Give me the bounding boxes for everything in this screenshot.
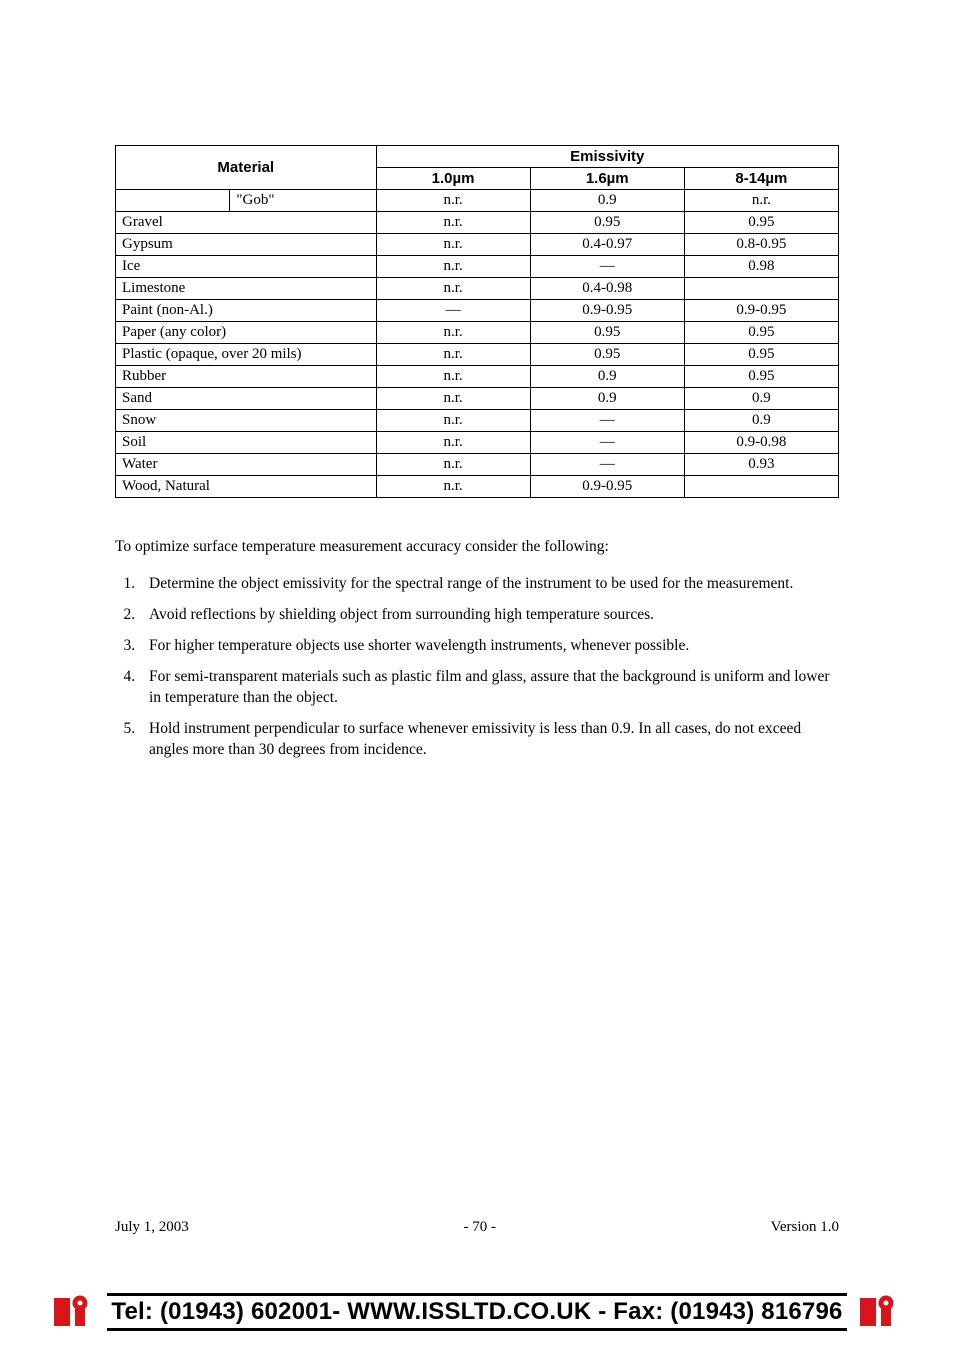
value-cell: 0.9 xyxy=(530,388,684,410)
value-cell: n.r. xyxy=(376,476,530,498)
table-row: Gypsumn.r.0.4-0.970.8-0.95 xyxy=(116,234,839,256)
value-cell: n.r. xyxy=(376,234,530,256)
table-row: Wood, Naturaln.r.0.9-0.95 xyxy=(116,476,839,498)
footer-page: - 70 - xyxy=(463,1219,496,1236)
list-item: Avoid reflections by shielding object fr… xyxy=(139,605,839,626)
table-row: Icen.r.—0.98 xyxy=(116,256,839,278)
value-cell: 0.9 xyxy=(684,410,838,432)
value-cell: n.r. xyxy=(684,190,838,212)
list-item: For higher temperature objects use short… xyxy=(139,636,839,657)
value-cell: 0.95 xyxy=(684,366,838,388)
material-cell: Gypsum xyxy=(116,234,377,256)
value-cell: 0.98 xyxy=(684,256,838,278)
value-cell: n.r. xyxy=(376,388,530,410)
value-cell: 0.9-0.98 xyxy=(684,432,838,454)
table-row: Graveln.r.0.950.95 xyxy=(116,212,839,234)
value-cell: n.r. xyxy=(376,366,530,388)
value-cell: 0.4-0.98 xyxy=(530,278,684,300)
table-row: "Gob"n.r.0.9n.r. xyxy=(116,190,839,212)
value-cell: 0.95 xyxy=(684,344,838,366)
material-cell: Rubber xyxy=(116,366,377,388)
col-emissivity: Emissivity xyxy=(376,146,838,168)
list-item: For semi-transparent materials such as p… xyxy=(139,667,839,709)
material-cell: Sand xyxy=(116,388,377,410)
table-row: Limestonen.r.0.4-0.98 xyxy=(116,278,839,300)
footer-contact: Tel: (01943) 602001- WWW.ISSLTD.CO.UK - … xyxy=(107,1293,846,1331)
value-cell: 0.8-0.95 xyxy=(684,234,838,256)
footer-date: July 1, 2003 xyxy=(115,1219,189,1236)
tips-list: Determine the object emissivity for the … xyxy=(115,574,839,760)
material-cell: Water xyxy=(116,454,377,476)
table-row: Watern.r.—0.93 xyxy=(116,454,839,476)
value-cell: n.r. xyxy=(376,344,530,366)
value-cell: n.r. xyxy=(376,322,530,344)
value-cell: 0.9-0.95 xyxy=(530,300,684,322)
footer-version: Version 1.0 xyxy=(771,1219,839,1236)
value-cell: 0.9 xyxy=(684,388,838,410)
material-cell: Snow xyxy=(116,410,377,432)
value-cell: — xyxy=(530,454,684,476)
value-cell: — xyxy=(530,256,684,278)
value-cell: n.r. xyxy=(376,256,530,278)
col-3: 8-14µm xyxy=(684,168,838,190)
footer-bar: Tel: (01943) 602001- WWW.ISSLTD.CO.UK - … xyxy=(0,1291,954,1333)
table-row: Paint (non-Al.)—0.9-0.950.9-0.95 xyxy=(116,300,839,322)
table-row: Soiln.r.—0.9-0.98 xyxy=(116,432,839,454)
material-cell: Ice xyxy=(116,256,377,278)
value-cell: — xyxy=(376,300,530,322)
table-row: Snown.r.—0.9 xyxy=(116,410,839,432)
value-cell: 0.93 xyxy=(684,454,838,476)
value-cell: 0.9 xyxy=(530,190,684,212)
material-cell: Wood, Natural xyxy=(116,476,377,498)
col-2: 1.6µm xyxy=(530,168,684,190)
col-material: Material xyxy=(116,146,377,190)
footer-meta: July 1, 2003 - 70 - Version 1.0 xyxy=(115,1219,839,1236)
material-cell: Paint (non-Al.) xyxy=(116,300,377,322)
value-cell: — xyxy=(530,410,684,432)
col-1: 1.0µm xyxy=(376,168,530,190)
value-cell: 0.9-0.95 xyxy=(684,300,838,322)
indent-spacer xyxy=(116,190,230,212)
table-body: "Gob"n.r.0.9n.r.Graveln.r.0.950.95Gypsum… xyxy=(116,190,839,498)
material-cell: Plastic (opaque, over 20 mils) xyxy=(116,344,377,366)
table-head: Material Emissivity 1.0µm 1.6µm 8-14µm xyxy=(116,146,839,190)
list-item: Hold instrument perpendicular to surface… xyxy=(139,719,839,761)
value-cell: 0.9-0.95 xyxy=(530,476,684,498)
value-cell: n.r. xyxy=(376,212,530,234)
page-content: Material Emissivity 1.0µm 1.6µm 8-14µm "… xyxy=(0,0,954,760)
material-cell: Limestone xyxy=(116,278,377,300)
list-item: Determine the object emissivity for the … xyxy=(139,574,839,595)
value-cell: n.r. xyxy=(376,454,530,476)
table-row: Sandn.r.0.90.9 xyxy=(116,388,839,410)
value-cell xyxy=(684,278,838,300)
value-cell: n.r. xyxy=(376,278,530,300)
value-cell: n.r. xyxy=(376,410,530,432)
value-cell: 0.4-0.97 xyxy=(530,234,684,256)
value-cell: 0.95 xyxy=(530,322,684,344)
intro-text: To optimize surface temperature measurem… xyxy=(115,538,839,556)
material-cell: "Gob" xyxy=(230,190,376,212)
company-logo-left-icon xyxy=(53,1291,95,1333)
material-cell: Paper (any color) xyxy=(116,322,377,344)
value-cell xyxy=(684,476,838,498)
value-cell: 0.95 xyxy=(684,212,838,234)
value-cell: n.r. xyxy=(376,190,530,212)
table-row: Paper (any color)n.r.0.950.95 xyxy=(116,322,839,344)
emissivity-table: Material Emissivity 1.0µm 1.6µm 8-14µm "… xyxy=(115,145,839,498)
value-cell: — xyxy=(530,432,684,454)
value-cell: 0.95 xyxy=(530,212,684,234)
table-row: Plastic (opaque, over 20 mils)n.r.0.950.… xyxy=(116,344,839,366)
table-row: Rubbern.r.0.90.95 xyxy=(116,366,839,388)
material-cell: Soil xyxy=(116,432,377,454)
value-cell: 0.95 xyxy=(530,344,684,366)
value-cell: n.r. xyxy=(376,432,530,454)
material-cell: Gravel xyxy=(116,212,377,234)
company-logo-right-icon xyxy=(859,1291,901,1333)
value-cell: 0.9 xyxy=(530,366,684,388)
value-cell: 0.95 xyxy=(684,322,838,344)
